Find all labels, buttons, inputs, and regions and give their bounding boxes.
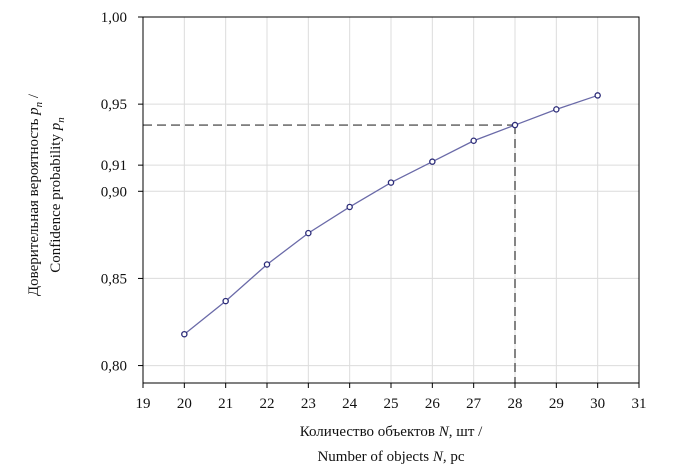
data-point	[305, 229, 312, 237]
x-tick-label: 20	[177, 396, 192, 412]
y-axis-title-line-1: Доверительная вероятность pn /	[26, 93, 45, 296]
x-axis-title-line-2: Number of objects N, pc	[317, 449, 464, 465]
y-tick-label: 0,91	[101, 158, 127, 174]
axis-title-part: n	[33, 101, 45, 107]
data-point	[553, 106, 560, 113]
axis-title-part: , шт /	[449, 424, 483, 440]
grid	[143, 17, 639, 383]
axis-title-part: Доверительная вероятность	[26, 115, 42, 296]
y-axis-title-line-2: Confidence probability pn	[48, 117, 67, 273]
reference-lines	[143, 124, 516, 383]
axis-title-part: , pc	[443, 449, 465, 465]
axis-title-part: n	[55, 117, 67, 123]
x-tick-label: 25	[384, 396, 399, 412]
x-tick-label: 22	[260, 396, 275, 412]
axis-title-part: Количество объектов	[300, 424, 439, 440]
axis-title-part: p	[26, 107, 42, 116]
data-point	[263, 261, 271, 268]
axis-title-part: N	[432, 449, 444, 465]
axis-title-part: N	[438, 424, 450, 440]
x-tick-label: 21	[218, 396, 233, 412]
ticks: 19 20 21 22 23 24 25 26 27 28 29 30 31 0,80 0,85 0,90 0,…	[101, 10, 647, 412]
axis-title-part: Number of objects	[317, 449, 432, 465]
data-point	[429, 158, 436, 165]
y-tick-label: 0,90	[101, 184, 127, 200]
data-point	[346, 203, 353, 211]
axis-title-part: Confidence probability	[48, 130, 64, 272]
x-tick-label: 28	[508, 396, 523, 412]
data-point	[594, 92, 601, 99]
data-point	[470, 137, 477, 144]
axis-title-part: /	[26, 93, 42, 102]
x-tick-label: 19	[136, 396, 151, 412]
y-tick-label: 0,80	[101, 359, 127, 375]
data-point	[511, 121, 519, 129]
data-point	[222, 297, 229, 305]
data-point	[387, 179, 395, 186]
x-tick-label: 26	[425, 396, 441, 412]
series	[181, 92, 601, 338]
y-tick-label: 0,85	[101, 271, 127, 287]
x-tick-label: 23	[301, 396, 316, 412]
data-point	[181, 330, 188, 338]
x-axis-title-line-1: Количество объектов N, шт /	[300, 424, 483, 440]
y-tick-label: 1,00	[101, 10, 127, 26]
x-tick-label: 30	[590, 396, 605, 412]
x-tick-label: 24	[342, 396, 358, 412]
x-tick-label: 31	[632, 396, 647, 412]
y-tick-label: 0,95	[101, 97, 127, 113]
x-tick-label: 27	[466, 396, 482, 412]
x-tick-label: 29	[549, 396, 564, 412]
axis-title-part: p	[48, 122, 64, 131]
axis-titles: Количество объектов N, шт /Number of obj…	[26, 93, 483, 465]
